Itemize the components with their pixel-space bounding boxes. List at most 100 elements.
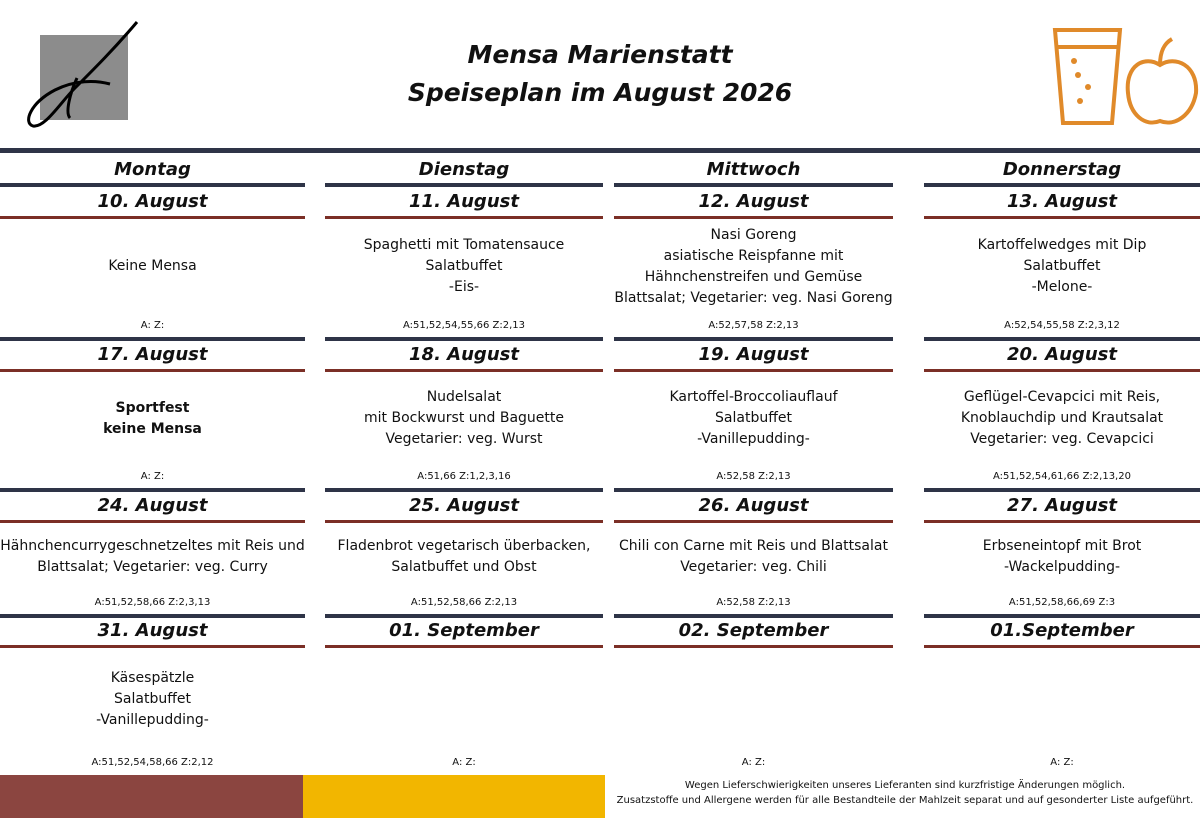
rule	[614, 183, 893, 187]
day-header: Mittwoch	[706, 159, 801, 180]
menu-cell: Hähnchencurrygeschnetzeltes mit Reis und…	[0, 524, 305, 590]
date-header: 01.September	[990, 620, 1134, 641]
menu-line: Kartoffelwedges mit Dip	[977, 237, 1147, 253]
date-header: 13. August	[1007, 191, 1117, 212]
subtitle: Speiseplan im August 2026	[407, 78, 793, 107]
rule	[924, 183, 1200, 187]
rule	[325, 614, 603, 618]
rule	[0, 216, 305, 219]
codes: A:51,52,58,66,69 Z:3	[1008, 597, 1116, 608]
menu-line: Salatbuffet	[715, 410, 792, 426]
menu-cell: Spaghetti mit Tomatensauce Salatbuffet -Ei…	[325, 220, 603, 313]
menu-line: Salatbuffet	[425, 258, 503, 274]
menu-line: Blattsalat; Vegetarier: veg. Nasi Goreng	[614, 289, 893, 306]
date-header: 18. August	[409, 344, 519, 365]
rule	[325, 216, 603, 219]
rule	[614, 520, 893, 523]
menu-line: -Vanillepudding-	[96, 712, 209, 728]
rule	[325, 337, 603, 341]
menu-cell: Erbseneintopf mit Brot -Wackelpudding-	[924, 524, 1200, 590]
rule	[614, 337, 893, 341]
menu-line: Sportfest	[115, 399, 190, 416]
date-header: 02. September	[678, 620, 829, 641]
footer-note: Wegen Lieferschwierigkeiten unseres Lief…	[684, 780, 1126, 791]
codes: A: Z:	[1050, 757, 1074, 768]
date-header: 17. August	[97, 344, 208, 365]
rule	[0, 520, 305, 523]
date-header: 12. August	[698, 191, 809, 212]
menu-line: Spaghetti mit Tomatensauce	[363, 237, 565, 253]
rule	[924, 216, 1200, 219]
codes: A:51,52,54,55,66 Z:2,13	[402, 320, 526, 331]
menu-line: Kartoffel-Broccoliauflauf	[669, 389, 838, 405]
codes: A: Z:	[452, 757, 476, 768]
icons	[1052, 28, 1199, 125]
menu-line: Salatbuffet und Obst	[391, 559, 537, 575]
footer-block-yellow	[303, 775, 605, 818]
rule	[924, 337, 1200, 341]
title: Mensa Marienstatt	[467, 40, 733, 69]
date-header: 25. August	[409, 495, 519, 516]
menu-line: Nudelsalat	[426, 389, 502, 405]
date-header: 19. August	[698, 344, 809, 365]
menu-line: Geflügel-Cevapcici mit Reis,	[963, 389, 1161, 405]
menu-line: Vegetarier: veg. Chili	[680, 559, 827, 575]
codes: A:51,66 Z:1,2,3,16	[417, 471, 511, 482]
rule	[0, 369, 305, 372]
rule	[924, 520, 1200, 523]
menu-line: -Eis-	[448, 279, 480, 295]
codes: A:52,57,58 Z:2,13	[708, 320, 799, 331]
rule	[325, 645, 603, 648]
footer-block-brown	[0, 775, 303, 818]
menu-cell	[325, 649, 603, 750]
menu-line: -Melone-	[1031, 279, 1093, 295]
date-header: 20. August	[1007, 344, 1117, 365]
menu-line: Hähnchencurrygeschnetzeltes mit Reis und	[0, 538, 305, 554]
menu-line: Nasi Goreng	[710, 226, 797, 243]
menu-line: Chili con Carne mit Reis und Blattsalat	[619, 538, 888, 554]
menu-line: -Vanillepudding-	[697, 431, 810, 447]
codes: A:51,52,54,58,66 Z:2,12	[91, 757, 214, 768]
menu-line: mit Bockwurst und Baguette	[364, 410, 564, 426]
menu-line: Käsespätzle	[110, 670, 195, 686]
day-header: Montag	[114, 159, 191, 180]
rule	[614, 488, 893, 492]
rule	[0, 337, 305, 341]
footer-note: Zusatzstoffe und Allergene werden für al…	[616, 795, 1194, 806]
rule	[325, 183, 603, 187]
rule	[614, 216, 893, 219]
menu-cell: Nasi Goreng asiatische Reispfanne mit Hähn…	[614, 220, 893, 313]
menu-cell: Fladenbrot vegetarisch überbacken, Salatb…	[325, 524, 603, 590]
menu-cell: Chili con Carne mit Reis und Blattsalat V…	[614, 524, 893, 590]
codes: A:51,52,54,61,66 Z:2,13,20	[993, 471, 1131, 482]
menu-cell: Sportfest keine Mensa	[0, 373, 305, 464]
rule	[924, 369, 1200, 372]
menu-line: Blattsalat; Vegetarier: veg. Curry	[37, 559, 268, 575]
rule	[924, 488, 1200, 492]
rule	[0, 488, 305, 492]
rule	[614, 614, 893, 618]
menu-line: Vegetarier: veg. Wurst	[385, 431, 543, 447]
day-header: Dienstag	[418, 159, 510, 180]
date-header: 27. August	[1007, 495, 1117, 516]
rule	[614, 645, 893, 648]
codes: A:52,58 Z:2,13	[716, 471, 791, 482]
menu-cell	[924, 649, 1200, 750]
menu-line: Erbseneintopf mit Brot	[982, 538, 1142, 554]
menu-line: Vegetarier: veg. Cevapcici	[970, 431, 1154, 447]
menu-line: Keine Mensa	[108, 258, 197, 274]
menu-cell: Kartoffel-Broccoliauflauf Salatbuffet -Van…	[614, 373, 893, 464]
menu-cell: Keine Mensa	[0, 220, 305, 313]
codes: A:52,54,55,58 Z:2,3,12	[1004, 320, 1120, 331]
date-header: 11. August	[409, 191, 519, 212]
codes: A:52,58 Z:2,13	[716, 597, 791, 608]
date-header: 26. August	[698, 495, 809, 516]
rule	[614, 369, 893, 372]
menu-cell: Käsespätzle Salatbuffet -Vanillepudding-	[0, 649, 305, 750]
rule	[924, 614, 1200, 618]
menu-line: -Wackelpudding-	[1003, 559, 1121, 575]
menu-line: Salatbuffet	[1023, 258, 1101, 274]
menu-line: keine Mensa	[103, 420, 202, 437]
rule	[0, 183, 305, 187]
